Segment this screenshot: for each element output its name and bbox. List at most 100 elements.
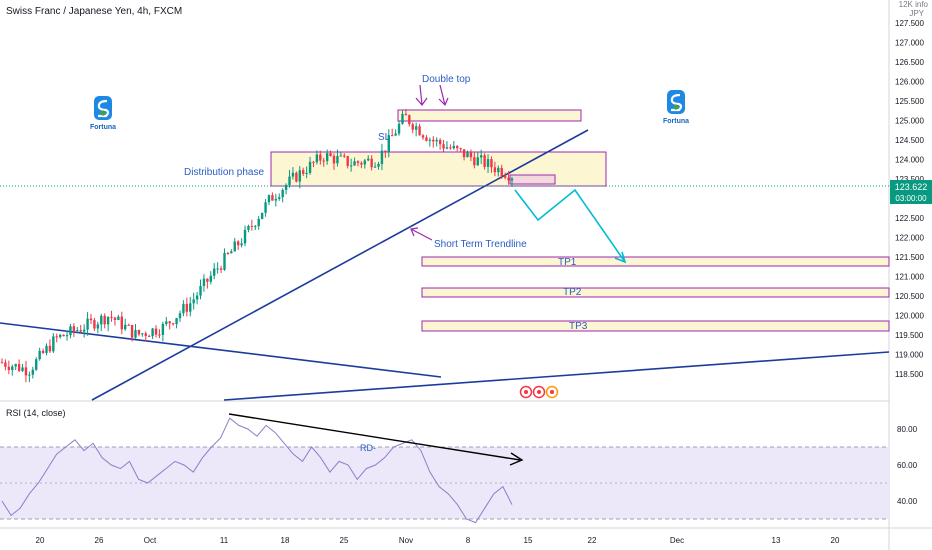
candle-body (281, 189, 284, 198)
candle-body (312, 161, 315, 163)
time-tick-label: 22 (588, 536, 597, 545)
candle-body (117, 316, 120, 320)
candle-body (62, 334, 65, 337)
candle-body (151, 328, 154, 337)
candle-body (185, 303, 189, 312)
price-tick-label: 124.500 (895, 136, 924, 145)
candle-body (113, 317, 117, 320)
candle-body (45, 345, 48, 353)
candle-body (462, 149, 466, 158)
candle-body (394, 133, 397, 136)
candle-body (79, 330, 82, 332)
sl-label: SL (378, 132, 391, 143)
candle-body (38, 350, 41, 360)
candle-body (89, 318, 93, 321)
rsi-line (1, 417, 513, 524)
candle-body (250, 225, 254, 227)
logo-s-icon (670, 93, 683, 112)
candle-body (134, 329, 137, 338)
candle-body (24, 367, 28, 376)
tp1-label: TP1 (558, 257, 577, 268)
candle-body (254, 226, 257, 228)
candle-body (469, 152, 473, 158)
candle-body (387, 135, 390, 152)
projected-price-path (514, 188, 626, 263)
last-price-badge (890, 180, 932, 204)
candle-body (353, 161, 356, 166)
candle-body (110, 316, 113, 318)
candle-body (206, 278, 209, 282)
economic-events[interactable] (519, 385, 559, 399)
price-tick-label: 124.000 (895, 156, 924, 165)
time-tick-label: 8 (466, 536, 471, 545)
tp2-label: TP2 (563, 287, 582, 298)
candle-body (189, 303, 192, 312)
stop-loss-zone (509, 174, 556, 185)
candle-body (367, 158, 370, 161)
event-dot-icon (524, 390, 528, 394)
time-tick-label: 25 (340, 536, 349, 545)
candle-body (397, 123, 401, 134)
candle-body (404, 113, 408, 116)
candle-body (257, 218, 260, 227)
candle-body (55, 336, 58, 338)
currency-code: JPY (909, 9, 924, 18)
candle-body (127, 324, 130, 326)
logo-text: Fortuna (663, 118, 689, 125)
candle-body (486, 159, 490, 167)
candle-body (425, 137, 428, 141)
candle-body (466, 152, 469, 158)
candle-body (7, 366, 11, 371)
candle-body (428, 139, 432, 141)
candle-body (31, 369, 35, 375)
candle-body (305, 172, 308, 174)
time-tick-label: 20 (831, 536, 840, 545)
rsi-scale[interactable]: 80.00 60.00 40.00 (897, 425, 918, 506)
time-tick-label: 13 (772, 536, 781, 545)
candle-body (236, 241, 240, 246)
time-tick-label: Oct (144, 536, 157, 545)
candle-body (158, 334, 161, 336)
candle-body (178, 313, 182, 319)
tp3-label: TP3 (569, 321, 588, 332)
candle-body (96, 324, 100, 329)
time-tick-label: 15 (524, 536, 533, 545)
fortuna-logo-right: Fortuna (663, 90, 689, 125)
price-tick-label: 126.500 (895, 58, 924, 67)
candle-body (445, 147, 449, 149)
rsi-divergence-label: RD- (360, 443, 376, 453)
fortuna-logo-left: Fortuna (90, 96, 116, 131)
rsi-title: RSI (14, close) (6, 408, 66, 418)
candle-body (247, 225, 250, 230)
candle-body (48, 345, 52, 352)
price-tick-label: 121.500 (895, 253, 924, 262)
projected-path-arrowhead (614, 251, 627, 264)
candle-body (343, 155, 346, 157)
candle-body (373, 166, 377, 168)
price-tick-label: 127.000 (895, 39, 924, 48)
candle-body (295, 172, 298, 182)
candle-body (17, 364, 21, 371)
time-tick-label: Dec (670, 536, 684, 545)
event-dot-icon (550, 390, 554, 394)
candle-body (284, 184, 288, 190)
candle-body (483, 155, 486, 167)
price-tick-label: 126.000 (895, 78, 924, 87)
chart-title: Swiss Franc / Japanese Yen, 4h, FXCM (6, 6, 182, 17)
candle-body (384, 150, 387, 152)
candle-body (302, 170, 305, 174)
candle-body (120, 316, 123, 330)
time-axis[interactable]: 20 26 Oct 11 18 25 Nov 8 15 22 Dec 13 20 (36, 536, 840, 545)
candle-body (243, 229, 247, 244)
candle-body (106, 316, 110, 325)
candle-body (438, 139, 442, 145)
candle-body (308, 161, 312, 173)
candle-body (336, 156, 339, 164)
candle-body (356, 161, 360, 163)
trendline-label: Short Term Trendline (434, 239, 527, 250)
price-tick-label: 125.500 (895, 97, 924, 106)
candle-body (35, 359, 38, 370)
candle-body (86, 318, 89, 330)
candle-body (476, 157, 479, 166)
